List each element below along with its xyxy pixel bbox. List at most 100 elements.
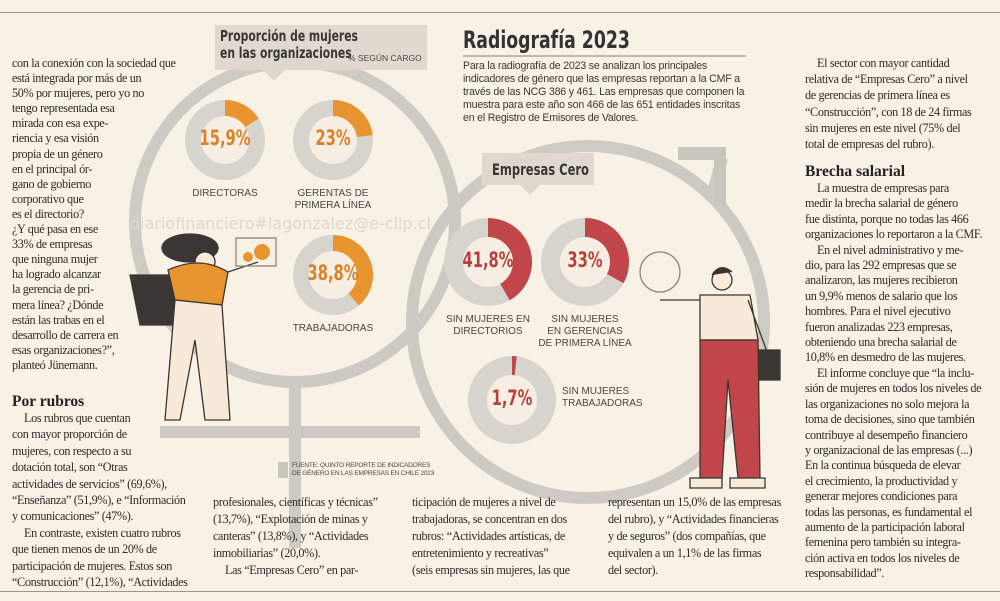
text-line: muestra para este año son 466 de las 651… bbox=[463, 99, 741, 111]
text-line: total de empresas del rubro). bbox=[805, 137, 934, 152]
text-line: contribuye al desempeño financiero bbox=[805, 427, 968, 442]
donut-label: DIRECTORAS bbox=[165, 188, 285, 200]
text-line: gano de gobierno bbox=[12, 176, 92, 191]
male-symbol-circle bbox=[406, 140, 770, 504]
text-line: Los rubros que cuentan bbox=[24, 411, 131, 425]
article-column-3: ticipación de mujeres a nivel de trabajad… bbox=[412, 494, 604, 579]
text-line: participación de mujeres. Estos son bbox=[12, 558, 173, 573]
text-line: el crecimiento, la productividad y bbox=[805, 473, 958, 488]
text-line: aumento de la participación laboral bbox=[805, 519, 965, 534]
radiografia-description: Para la radiografía de 2023 se analizan … bbox=[463, 60, 744, 125]
text-line: en el principal ór- bbox=[12, 161, 93, 176]
text-line: ticipación de mujeres a nivel de bbox=[412, 495, 556, 509]
bottom-rule bbox=[0, 591, 1000, 592]
text-line: entretenimiento y recreativas” bbox=[412, 546, 549, 560]
text-line: El sector con mayor cantidad bbox=[817, 56, 950, 70]
article-brecha-salarial: La muestra de empresas para medir la brec… bbox=[805, 181, 997, 582]
text-line: del sector). bbox=[608, 563, 658, 577]
text-line: fue distinta, porque no todas las 466 bbox=[805, 211, 969, 226]
proporcion-pointer bbox=[262, 69, 286, 81]
text-line: dotación total, son “Otras bbox=[12, 460, 128, 475]
text-line: El informe concluye que “la inclu- bbox=[817, 365, 974, 380]
label-line: DIRECTORAS bbox=[192, 188, 258, 199]
text-line: hombres. Para el nivel ejecutivo bbox=[805, 304, 951, 319]
donut-percent: 41,8% bbox=[462, 248, 514, 272]
text-line: y de seguros” (dos compañías, que bbox=[608, 529, 766, 543]
text-line: inmobiliarias” (20,0%). bbox=[213, 546, 321, 560]
watermark: diariofinanciero#lagonzalez@e-clip.cl bbox=[130, 214, 431, 233]
label-line: TRABAJADORAS bbox=[562, 398, 643, 409]
text-line: trabajadoras, se concentran en dos bbox=[412, 512, 567, 526]
text-line: (seis empresas sin mujeres, las que bbox=[412, 563, 570, 577]
label-line: DE PRIMERA LÍNEA bbox=[538, 338, 632, 349]
donut-percent: 38,8% bbox=[307, 261, 359, 285]
text-line: todas las personas, es fundamental el bbox=[805, 504, 973, 519]
text-line: generar mejores condiciones para bbox=[805, 489, 958, 504]
donut-percent: 15,9% bbox=[199, 126, 251, 150]
text-line: y comunicaciones” (47%). bbox=[12, 509, 134, 524]
text-line: responsabilidad”. bbox=[805, 566, 884, 581]
text-line: tengo representada esa bbox=[12, 101, 115, 116]
man-illustration bbox=[639, 251, 781, 489]
text-line: indicadores de género que las empresas r… bbox=[463, 73, 740, 85]
text-line: propia de un género bbox=[12, 146, 103, 161]
label-line: TRABAJADORAS bbox=[292, 323, 374, 334]
male-symbol-arrowhead bbox=[678, 147, 726, 205]
text-line: “Enseñanza” (51,9%), e “Información bbox=[12, 493, 186, 508]
text-line: través de las NCG 386 y 461. Las empresa… bbox=[463, 86, 745, 98]
text-line: sin mujeres en este nivel (75% del bbox=[805, 120, 961, 135]
text-line: del rubro), y “Actividades financieras bbox=[608, 512, 779, 526]
text-line: ción activa en todos los niveles de bbox=[805, 550, 960, 565]
label-line: SIN MUJERES bbox=[551, 314, 619, 325]
label-line: EN GERENCIAS bbox=[547, 326, 623, 337]
proporcion-title-box bbox=[215, 25, 427, 70]
text-line: 10,8% en desmedro de las mujeres. bbox=[805, 350, 966, 365]
text-line: fueron analizadas 223 empresas, bbox=[805, 319, 953, 334]
proporcion-subtitle: % SEGÚN CARGO bbox=[348, 53, 422, 63]
text-line: mera línea? ¿Dónde bbox=[12, 297, 104, 312]
text-line: dio, para las 292 empresas que se bbox=[805, 258, 957, 273]
text-line: de gerencias de primera línea es bbox=[805, 88, 950, 103]
radiografia-underline bbox=[463, 55, 746, 57]
text-line: un 9,9% menos de salario que los bbox=[805, 288, 958, 303]
donut-value-arc bbox=[224, 100, 259, 128]
text-line: La muestra de empresas para bbox=[817, 181, 949, 195]
label-line: SIN MUJERES bbox=[562, 386, 630, 397]
text-line: profesionales, científicas y técnicas” bbox=[213, 495, 378, 509]
text-line: que ninguna mujer bbox=[12, 252, 98, 267]
empresas-cero-title: Empresas Cero bbox=[492, 160, 589, 179]
text-line: (13,7%), “Explotación de minas y bbox=[213, 512, 368, 526]
donut-percent: 1,7% bbox=[491, 386, 533, 410]
text-line: En el nivel administrativo y me- bbox=[817, 242, 964, 257]
radiografia-title: Radiografía 2023 bbox=[463, 26, 630, 54]
donut-label: GERENTAS DE PRIMERA LÍNEA bbox=[273, 188, 393, 212]
text-line: desarrollo de carrera en bbox=[12, 327, 119, 342]
top-rule bbox=[0, 12, 1000, 13]
empresas-cero-title-box bbox=[482, 153, 594, 185]
woman-illustration bbox=[129, 233, 277, 421]
text-line: corporativo que bbox=[12, 191, 84, 206]
article-por-rubros: Los rubros que cuentan con mayor proporci… bbox=[12, 410, 208, 590]
source-marker bbox=[278, 462, 288, 478]
donut-value-arc bbox=[332, 235, 373, 306]
text-line: sión de mujeres en todos los niveles de bbox=[805, 381, 982, 396]
text-line: organizaciones lo reportaron a la CMF. bbox=[805, 227, 983, 242]
donut-label: SIN MUJERES TRABAJADORAS bbox=[562, 386, 643, 410]
text-line: con la conexión con la sociedad que bbox=[12, 56, 176, 70]
text-line: 50% por mujeres, pero yo no bbox=[12, 86, 145, 101]
text-line: ¿Y qué pasa en ese bbox=[12, 222, 98, 237]
text-line: canteras” (13,8%), y “Actividades bbox=[213, 529, 369, 543]
text-line: las organizaciones no solo mejora la bbox=[805, 396, 970, 411]
article-column-2: profesionales, científicas y técnicas” (1… bbox=[213, 494, 407, 579]
text-line: ha logrado alcanzar bbox=[12, 267, 101, 282]
label-line: PRIMERA LÍNEA bbox=[294, 200, 372, 211]
text-line: femenina pero también su integra- bbox=[805, 535, 961, 550]
text-line: En la continua búsqueda de elevar bbox=[805, 458, 961, 473]
proporcion-title: Proporción de mujeres en las organizacio… bbox=[220, 27, 358, 62]
donut-value-arc bbox=[332, 100, 373, 138]
donut-value-arc bbox=[584, 218, 629, 284]
article-column-left: con la conexión con la sociedad que está … bbox=[12, 56, 212, 373]
text-line: analizaron, las mujeres recibieron bbox=[805, 273, 958, 288]
text-line: planteó Jünemann. bbox=[12, 357, 98, 372]
text-line: 33% de empresas bbox=[12, 237, 93, 252]
